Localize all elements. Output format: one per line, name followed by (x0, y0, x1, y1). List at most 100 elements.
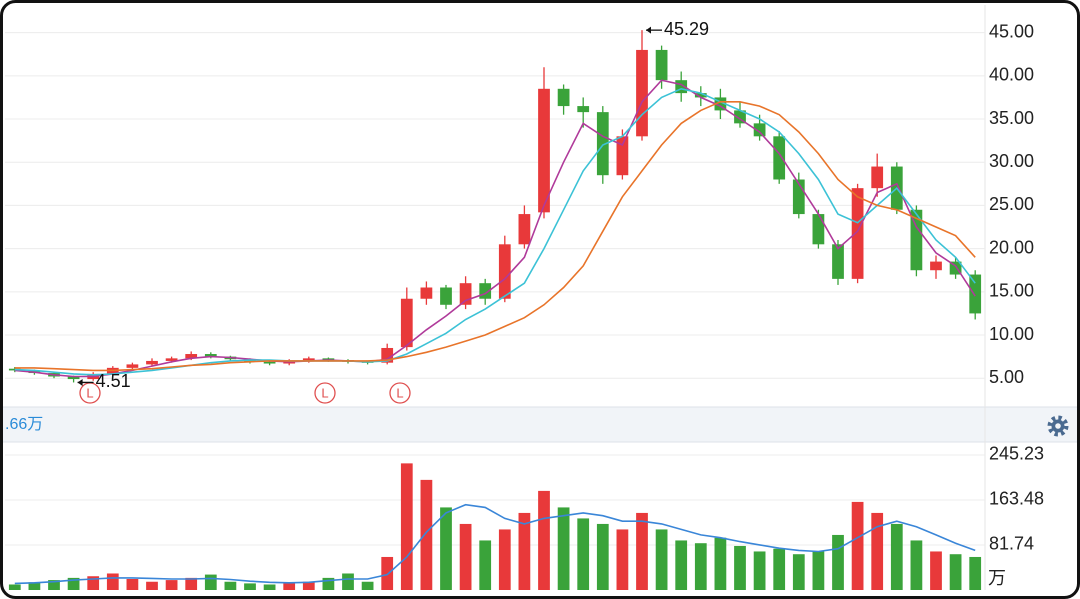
volume-bar (126, 578, 139, 590)
marker-circle (389, 382, 411, 404)
min-label: 4.51 (96, 371, 131, 391)
candle-body (616, 136, 629, 176)
candle-body (67, 376, 80, 380)
gear-teeth (1047, 415, 1069, 437)
volume-bar (106, 573, 119, 590)
candle-body (734, 110, 746, 124)
y-tick-label: 25.00 (989, 194, 1034, 214)
volume-bar (557, 507, 570, 590)
volume-bar (165, 580, 178, 590)
volume-bar (87, 576, 100, 590)
candle-body (518, 214, 531, 245)
candle-body (263, 361, 276, 364)
candle-body (459, 283, 472, 305)
y-tick-label: 5.00 (989, 367, 1024, 387)
volume-bar (851, 501, 864, 590)
candle-body (126, 364, 139, 368)
candle-body (185, 354, 198, 359)
volume-bar (263, 584, 276, 590)
volume-bar (342, 573, 354, 590)
y-tick-label: 35.00 (989, 108, 1034, 128)
candle-body (322, 358, 335, 361)
volume-bar (28, 582, 41, 590)
gear-hole (1055, 423, 1061, 429)
candle-body (302, 358, 315, 361)
volume-bar (302, 581, 315, 590)
volume-bar (283, 583, 296, 590)
volume-bar (930, 551, 942, 590)
volume-bar (420, 479, 433, 590)
volume-average (14, 503, 976, 585)
event-marker: L (389, 382, 411, 404)
candle-body (204, 354, 217, 357)
y-tick-label: 20.00 (989, 237, 1034, 257)
candle-body (930, 261, 942, 271)
candle-body (420, 287, 433, 299)
candle-body (400, 298, 413, 348)
moving-average (14, 101, 976, 372)
volume-bar (753, 551, 766, 590)
arrow-head (646, 26, 651, 34)
volume-bar (518, 512, 531, 590)
volume-bar (440, 507, 452, 590)
volume-bar (48, 580, 60, 590)
volume-tick-label: 81.74 (989, 534, 1034, 554)
volume-tick-label: 245.23 (989, 444, 1044, 464)
candle-body (714, 97, 727, 111)
candle-body (146, 360, 158, 365)
volume-bar (675, 540, 688, 590)
candle-body (792, 179, 805, 215)
volume-bar (322, 577, 335, 590)
candle-body (812, 214, 825, 245)
settings-icon[interactable] (1047, 415, 1069, 437)
volume-bar (871, 512, 884, 590)
volume-bar (400, 463, 413, 590)
volume-bar (498, 529, 511, 590)
candle-body (636, 49, 648, 137)
volume-bar (577, 518, 590, 590)
candle-body (596, 112, 609, 176)
y-tick-label: 15.00 (989, 281, 1034, 301)
candle-body (577, 106, 590, 113)
candle-body (498, 244, 511, 299)
volume-unit: 万 (988, 568, 1006, 588)
volume-bar (479, 540, 492, 590)
max-label: 45.29 (664, 19, 709, 39)
volume-tick-label: 163.48 (989, 489, 1044, 509)
candle-body (832, 244, 844, 279)
volume-bar (792, 554, 805, 590)
volume-bar (146, 581, 158, 590)
event-marker: L (314, 382, 336, 404)
volume-bar (734, 545, 746, 590)
candle-body (910, 209, 923, 271)
volume-bar (67, 577, 80, 590)
marker-text: L (321, 385, 328, 400)
marker-text: L (396, 385, 403, 400)
candle-body (655, 49, 668, 81)
volume-bar (185, 577, 198, 590)
candle-body (871, 166, 884, 189)
candle-body (969, 274, 982, 314)
info-bar (3, 407, 1077, 442)
moving-average (14, 79, 976, 378)
volume-bar (910, 540, 923, 590)
volume-bar (538, 490, 550, 590)
volume-bar (890, 523, 903, 590)
volume-bar (204, 574, 217, 590)
volume-bar (694, 543, 707, 590)
candle-body (8, 368, 21, 371)
volume-bar (596, 523, 609, 590)
candle-body (773, 136, 786, 180)
candle-body (753, 123, 766, 137)
volume-bar (969, 556, 982, 590)
volume-bar (361, 581, 374, 590)
candle-body (440, 287, 452, 305)
candle-body (538, 88, 550, 213)
volume-bar (636, 512, 648, 590)
candle-body (557, 88, 570, 107)
marker-text: L (86, 385, 93, 400)
candle-body (949, 261, 962, 275)
candle-body (165, 358, 178, 361)
